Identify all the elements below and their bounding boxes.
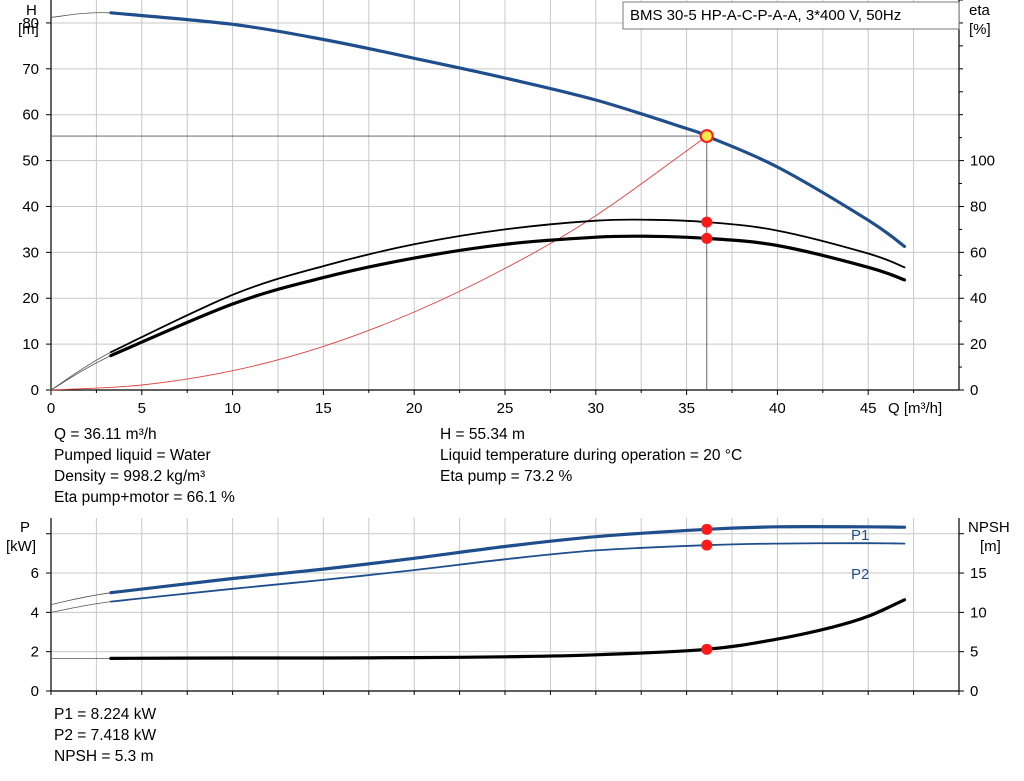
head-curve: [109, 11, 907, 248]
npsh-tick-label: 5: [970, 644, 978, 661]
x-tick-label: 40: [769, 400, 786, 417]
eta-tick-label: 0: [970, 382, 978, 399]
h-axis-name: H: [26, 2, 37, 19]
npsh-axis-unit: [m]: [980, 538, 1001, 555]
info-p1: P1 = 8.224 kW: [54, 706, 157, 723]
p1-curve: [109, 525, 907, 595]
p-axis-name: P: [20, 519, 30, 536]
top-chart-grid: [50, 0, 960, 391]
eta-tick-label: 20: [970, 336, 987, 353]
h-tick-label: 30: [22, 244, 39, 261]
x-tick-label: 20: [406, 400, 423, 417]
duty-point-markers: [51, 129, 714, 655]
info-top-left: Q = 36.11 m³/h Pumped liquid = Water Den…: [54, 424, 235, 508]
eta-tick-label: 80: [970, 198, 987, 215]
p-axis-unit: [kW]: [6, 538, 36, 555]
info-head: H = 55.34 m: [440, 426, 525, 443]
x-tick-label: 0: [47, 400, 55, 417]
npsh-marker: [701, 643, 713, 655]
npsh-axis-name: NPSH: [968, 519, 1010, 536]
eta-axis-name: eta: [969, 2, 991, 19]
npsh-curve: [109, 598, 907, 660]
p-tick-label: 6: [31, 565, 39, 582]
curves: [50, 11, 907, 660]
info-top-right: H = 55.34 m Liquid temperature during op…: [440, 424, 742, 487]
info-flow: Q = 36.11 m³/h: [54, 426, 157, 443]
info-pumped-liquid: Pumped liquid = Water: [54, 447, 211, 464]
q-axis-label: Q [m³/h]: [888, 400, 942, 417]
info-density: Density = 998.2 kg/m³: [54, 468, 206, 485]
p-tick-label: 2: [31, 644, 39, 661]
h-tick-label: 40: [22, 198, 39, 215]
eta-pump-curve: [110, 218, 906, 353]
eta-tick-label: 100: [970, 153, 995, 170]
p1-marker: [701, 523, 713, 535]
info-p2: P2 = 7.418 kW: [54, 727, 157, 744]
x-tick-label: 25: [497, 400, 514, 417]
eta-total-marker: [701, 232, 713, 244]
eta-tick-label: 40: [970, 290, 987, 307]
h-axis-unit: [m]: [18, 21, 39, 38]
x-tick-label: 15: [315, 400, 332, 417]
npsh-tick-label: 10: [970, 604, 987, 621]
h-tick-label: 20: [22, 290, 39, 307]
p2-curve: [110, 542, 906, 603]
p2-series-label: P2: [851, 566, 869, 583]
h-tick-label: 10: [22, 336, 39, 353]
x-tick-label: 35: [678, 400, 695, 417]
p-tick-label: 4: [31, 604, 39, 621]
h-tick-label: 50: [22, 153, 39, 170]
h-tick-label: 0: [31, 382, 39, 399]
p-tick-label: 0: [31, 683, 39, 700]
system-curve: [50, 135, 708, 391]
npsh-tick-label: 15: [970, 565, 987, 582]
info-eta-pump: Eta pump = 73.2 %: [440, 468, 573, 485]
p2-marker: [701, 539, 713, 551]
x-tick-label: 45: [860, 400, 877, 417]
info-liquid-temperature: Liquid temperature during operation = 20…: [440, 447, 743, 464]
eta-total-curve: [109, 234, 907, 358]
chart-title: BMS 30-5 HP-A-C-P-A-A, 3*400 V, 50Hz: [630, 7, 901, 24]
x-tick-label: 30: [587, 400, 604, 417]
eta-axis-unit: [%]: [969, 21, 991, 38]
title-box: [622, 1, 960, 30]
info-npsh: NPSH = 5.3 m: [54, 748, 154, 765]
h-tick-label: 60: [22, 107, 39, 124]
duty-head-marker: [699, 129, 714, 144]
eta-tick-label: 60: [970, 244, 987, 261]
h-tick-label: 80: [22, 15, 39, 32]
x-tick-label: 10: [224, 400, 241, 417]
h-tick-label: 70: [22, 61, 39, 78]
info-bottom: P1 = 8.224 kW P2 = 7.418 kW NPSH = 5.3 m: [54, 704, 156, 767]
p1-series-label: P1: [851, 527, 869, 544]
eta-pump-marker: [701, 216, 713, 228]
axes: 0 5 10 15 20 25 30 35 40 450102030405060708002040…: [22, 0, 995, 700]
x-tick-label: 5: [138, 400, 146, 417]
npsh-tick-label: 0: [970, 683, 978, 700]
info-eta-pump-motor: Eta pump+motor = 66.1 %: [54, 489, 235, 506]
